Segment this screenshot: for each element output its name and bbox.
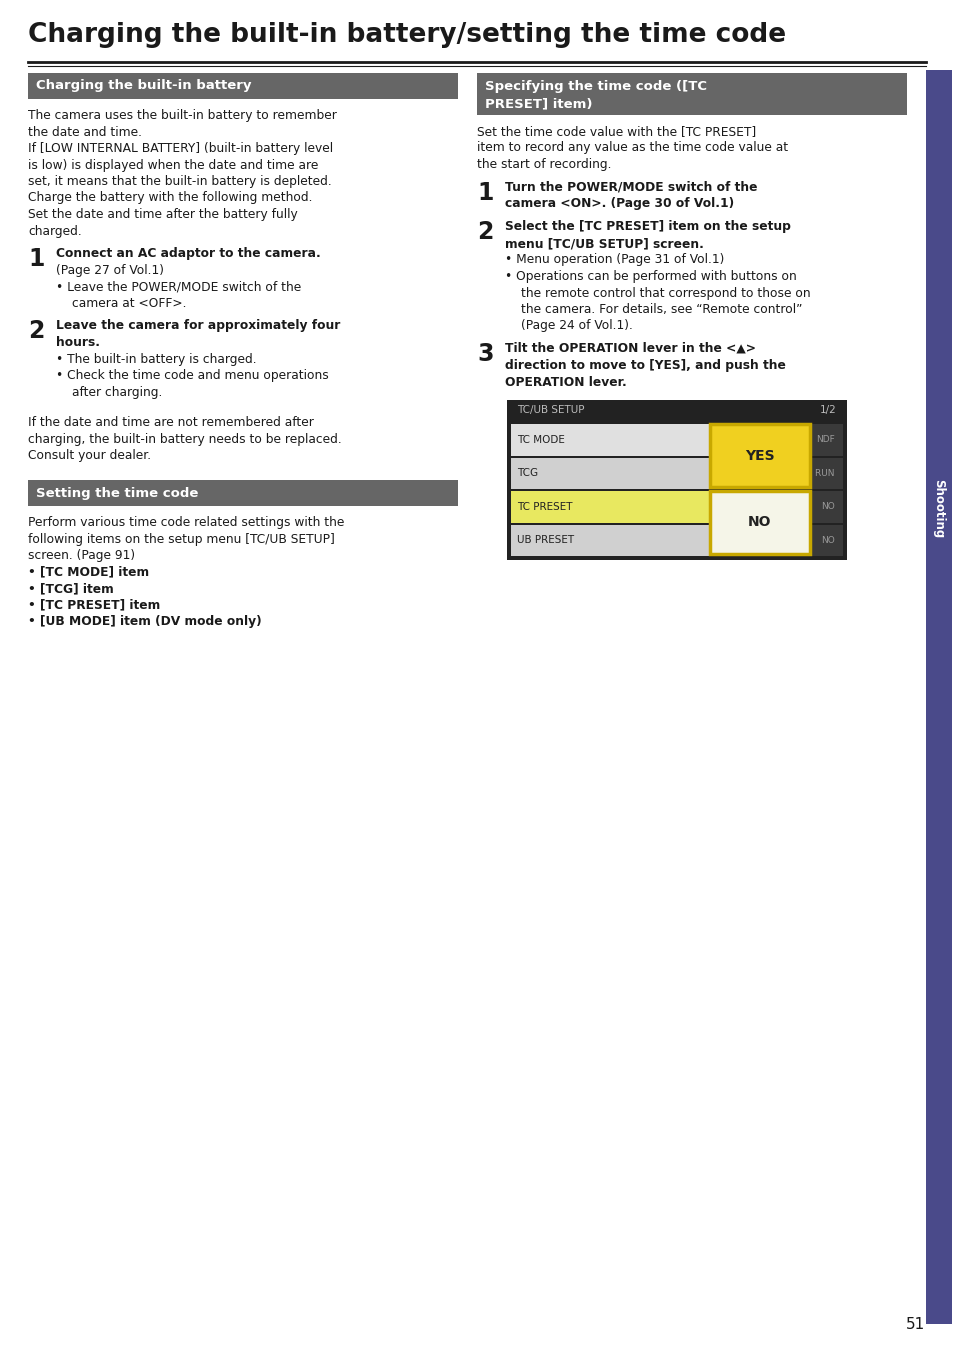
Text: Perform various time code related settings with the: Perform various time code related settin… <box>28 516 344 529</box>
Text: If the date and time are not remembered after: If the date and time are not remembered … <box>28 417 314 429</box>
FancyBboxPatch shape <box>720 492 842 523</box>
Text: (Page 27 of Vol.1): (Page 27 of Vol.1) <box>56 264 164 278</box>
Text: • [TC MODE] item: • [TC MODE] item <box>28 566 149 578</box>
Text: menu [TC/UB SETUP] screen.: menu [TC/UB SETUP] screen. <box>504 237 703 250</box>
Text: Shooting: Shooting <box>931 479 944 539</box>
FancyBboxPatch shape <box>709 492 809 554</box>
Text: TC PRESET: TC PRESET <box>517 502 572 512</box>
Text: Setting the time code: Setting the time code <box>36 486 198 500</box>
Text: • [UB MODE] item (DV mode only): • [UB MODE] item (DV mode only) <box>28 615 261 628</box>
Text: 1/2: 1/2 <box>820 405 836 414</box>
Text: Specifying the time code ([TC: Specifying the time code ([TC <box>484 80 706 93</box>
Text: 2: 2 <box>476 219 493 244</box>
Text: • The built-in battery is charged.: • The built-in battery is charged. <box>56 353 256 366</box>
Text: camera <ON>. (Page 30 of Vol.1): camera <ON>. (Page 30 of Vol.1) <box>504 198 734 210</box>
Text: Charge the battery with the following method.: Charge the battery with the following me… <box>28 191 313 204</box>
Text: TCG: TCG <box>517 468 537 478</box>
Text: is low) is displayed when the date and time are: is low) is displayed when the date and t… <box>28 158 318 172</box>
Text: Charging the built-in battery: Charging the built-in battery <box>36 80 252 92</box>
Text: OPERATION lever.: OPERATION lever. <box>504 376 626 389</box>
Text: REC RUN: REC RUN <box>794 468 834 478</box>
Text: the start of recording.: the start of recording. <box>476 158 611 171</box>
Text: direction to move to [YES], and push the: direction to move to [YES], and push the <box>504 359 785 372</box>
Text: Charging the built-in battery/setting the time code: Charging the built-in battery/setting th… <box>28 22 785 47</box>
Text: If [LOW INTERNAL BATTERY] (built-in battery level: If [LOW INTERNAL BATTERY] (built-in batt… <box>28 142 333 154</box>
Text: (Page 24 of Vol.1).: (Page 24 of Vol.1). <box>520 320 632 333</box>
Text: the remote control that correspond to those on: the remote control that correspond to th… <box>520 287 810 299</box>
Text: after charging.: after charging. <box>71 386 162 399</box>
Text: • Leave the POWER/MODE switch of the: • Leave the POWER/MODE switch of the <box>56 280 301 294</box>
Text: Tilt the OPERATION lever in the <▲>: Tilt the OPERATION lever in the <▲> <box>504 343 755 355</box>
FancyBboxPatch shape <box>720 524 842 556</box>
Text: 1: 1 <box>28 246 45 271</box>
Text: • Menu operation (Page 31 of Vol.1): • Menu operation (Page 31 of Vol.1) <box>504 253 723 267</box>
Text: TC/UB SETUP: TC/UB SETUP <box>517 405 584 414</box>
Text: camera at <OFF>.: camera at <OFF>. <box>71 297 186 310</box>
Text: set, it means that the built-in battery is depleted.: set, it means that the built-in battery … <box>28 175 332 188</box>
Text: 2: 2 <box>28 320 45 344</box>
FancyBboxPatch shape <box>511 492 720 523</box>
Text: • Operations can be performed with buttons on: • Operations can be performed with butto… <box>504 269 796 283</box>
FancyBboxPatch shape <box>925 70 951 1324</box>
Text: • [TC PRESET] item: • [TC PRESET] item <box>28 598 160 612</box>
FancyBboxPatch shape <box>511 524 720 556</box>
FancyBboxPatch shape <box>28 73 457 99</box>
Text: NO: NO <box>821 536 834 544</box>
Text: the camera. For details, see “Remote control”: the camera. For details, see “Remote con… <box>520 303 801 315</box>
Text: NO: NO <box>747 516 771 529</box>
Text: NO: NO <box>821 502 834 512</box>
FancyBboxPatch shape <box>720 458 842 489</box>
Text: TC MODE: TC MODE <box>517 435 564 444</box>
Text: The camera uses the built-in battery to remember: The camera uses the built-in battery to … <box>28 110 336 122</box>
Text: Turn the POWER/MODE switch of the: Turn the POWER/MODE switch of the <box>504 180 757 194</box>
FancyBboxPatch shape <box>511 458 720 489</box>
FancyBboxPatch shape <box>28 481 457 506</box>
Text: following items on the setup menu [TC/UB SETUP]: following items on the setup menu [TC/UB… <box>28 532 335 546</box>
Text: the date and time.: the date and time. <box>28 126 142 138</box>
Text: item to record any value as the time code value at: item to record any value as the time cod… <box>476 142 787 154</box>
Text: • [TCG] item: • [TCG] item <box>28 582 113 594</box>
Text: Connect an AC adaptor to the camera.: Connect an AC adaptor to the camera. <box>56 246 320 260</box>
Text: Set the time code value with the [TC PRESET]: Set the time code value with the [TC PRE… <box>476 125 756 138</box>
Text: screen. (Page 91): screen. (Page 91) <box>28 548 135 562</box>
FancyBboxPatch shape <box>506 399 846 561</box>
Text: charging, the built-in battery needs to be replaced.: charging, the built-in battery needs to … <box>28 433 341 445</box>
Text: NDF: NDF <box>816 435 834 444</box>
Text: PRESET] item): PRESET] item) <box>484 97 592 110</box>
Text: Leave the camera for approximately four: Leave the camera for approximately four <box>56 320 340 333</box>
Text: 1: 1 <box>476 180 493 204</box>
Text: UB PRESET: UB PRESET <box>517 535 574 546</box>
Text: Consult your dealer.: Consult your dealer. <box>28 450 151 463</box>
Text: charged.: charged. <box>28 225 82 237</box>
Text: hours.: hours. <box>56 337 100 349</box>
Text: YES: YES <box>744 448 774 463</box>
Text: 51: 51 <box>905 1317 924 1332</box>
Text: Set the date and time after the battery fully: Set the date and time after the battery … <box>28 209 297 221</box>
FancyBboxPatch shape <box>476 73 906 115</box>
Text: • Check the time code and menu operations: • Check the time code and menu operation… <box>56 370 329 382</box>
FancyBboxPatch shape <box>511 424 720 455</box>
Text: 3: 3 <box>476 343 493 366</box>
FancyBboxPatch shape <box>709 424 809 487</box>
Text: Select the [TC PRESET] item on the setup: Select the [TC PRESET] item on the setup <box>504 219 790 233</box>
FancyBboxPatch shape <box>720 424 842 455</box>
